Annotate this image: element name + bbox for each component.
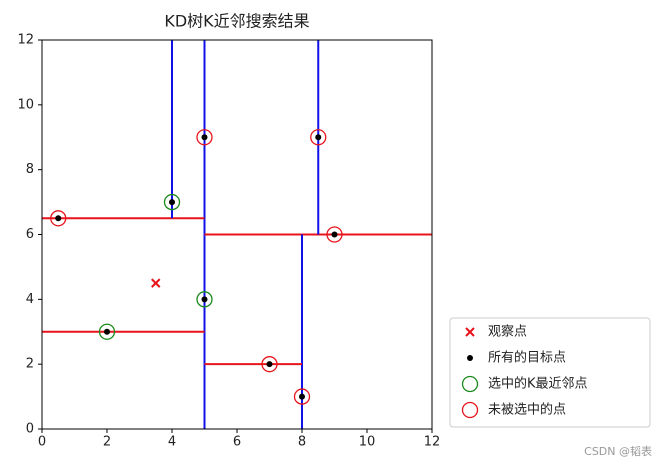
point <box>331 231 338 238</box>
y-tick-label: 2 <box>26 357 34 372</box>
point <box>55 215 62 222</box>
legend-label: 所有的目标点 <box>488 350 566 366</box>
x-tick-label: 2 <box>103 435 111 450</box>
x-tick-label: 0 <box>38 435 46 450</box>
point <box>266 361 273 368</box>
x-tick-label: 6 <box>233 435 241 450</box>
point <box>299 393 305 400</box>
y-tick-label: 0 <box>26 422 34 437</box>
x-tick-label: 4 <box>168 435 176 450</box>
legend-marker <box>461 375 479 393</box>
legend-label: 未被选中的点 <box>488 402 566 418</box>
point <box>196 291 213 308</box>
point <box>201 134 208 141</box>
legend-label: 选中的K最近邻点 <box>488 376 588 392</box>
y-tick-label: 8 <box>26 162 34 177</box>
point <box>261 356 278 373</box>
y-tick-label: 6 <box>26 227 34 242</box>
x-tick-label: 8 <box>298 435 306 450</box>
x-tick-label: 12 <box>424 435 441 450</box>
point <box>169 199 175 206</box>
point <box>196 129 213 146</box>
x-tick-label: 10 <box>359 435 376 450</box>
plot-frame <box>41 39 433 430</box>
y-tick-label: 12 <box>17 33 34 48</box>
point <box>104 328 110 335</box>
point <box>151 278 161 288</box>
point <box>310 129 327 146</box>
chart-title: KD树K近邻搜索结果 <box>164 12 309 31</box>
legend-box <box>449 317 651 428</box>
legend-marker <box>467 355 473 361</box>
legend-marker <box>461 401 479 419</box>
point <box>326 226 343 243</box>
point <box>163 193 181 211</box>
point <box>50 210 67 227</box>
point <box>293 388 311 405</box>
point <box>315 134 322 141</box>
y-tick-label: 10 <box>17 97 34 112</box>
y-tick-label: 4 <box>26 292 34 307</box>
point <box>98 323 116 340</box>
legend-label: 观察点 <box>488 325 527 340</box>
legend-marker <box>465 327 475 337</box>
watermark: CSDN @韬表 <box>584 444 652 458</box>
x-stroke <box>465 327 475 337</box>
point <box>201 296 208 303</box>
x-stroke <box>151 278 161 288</box>
